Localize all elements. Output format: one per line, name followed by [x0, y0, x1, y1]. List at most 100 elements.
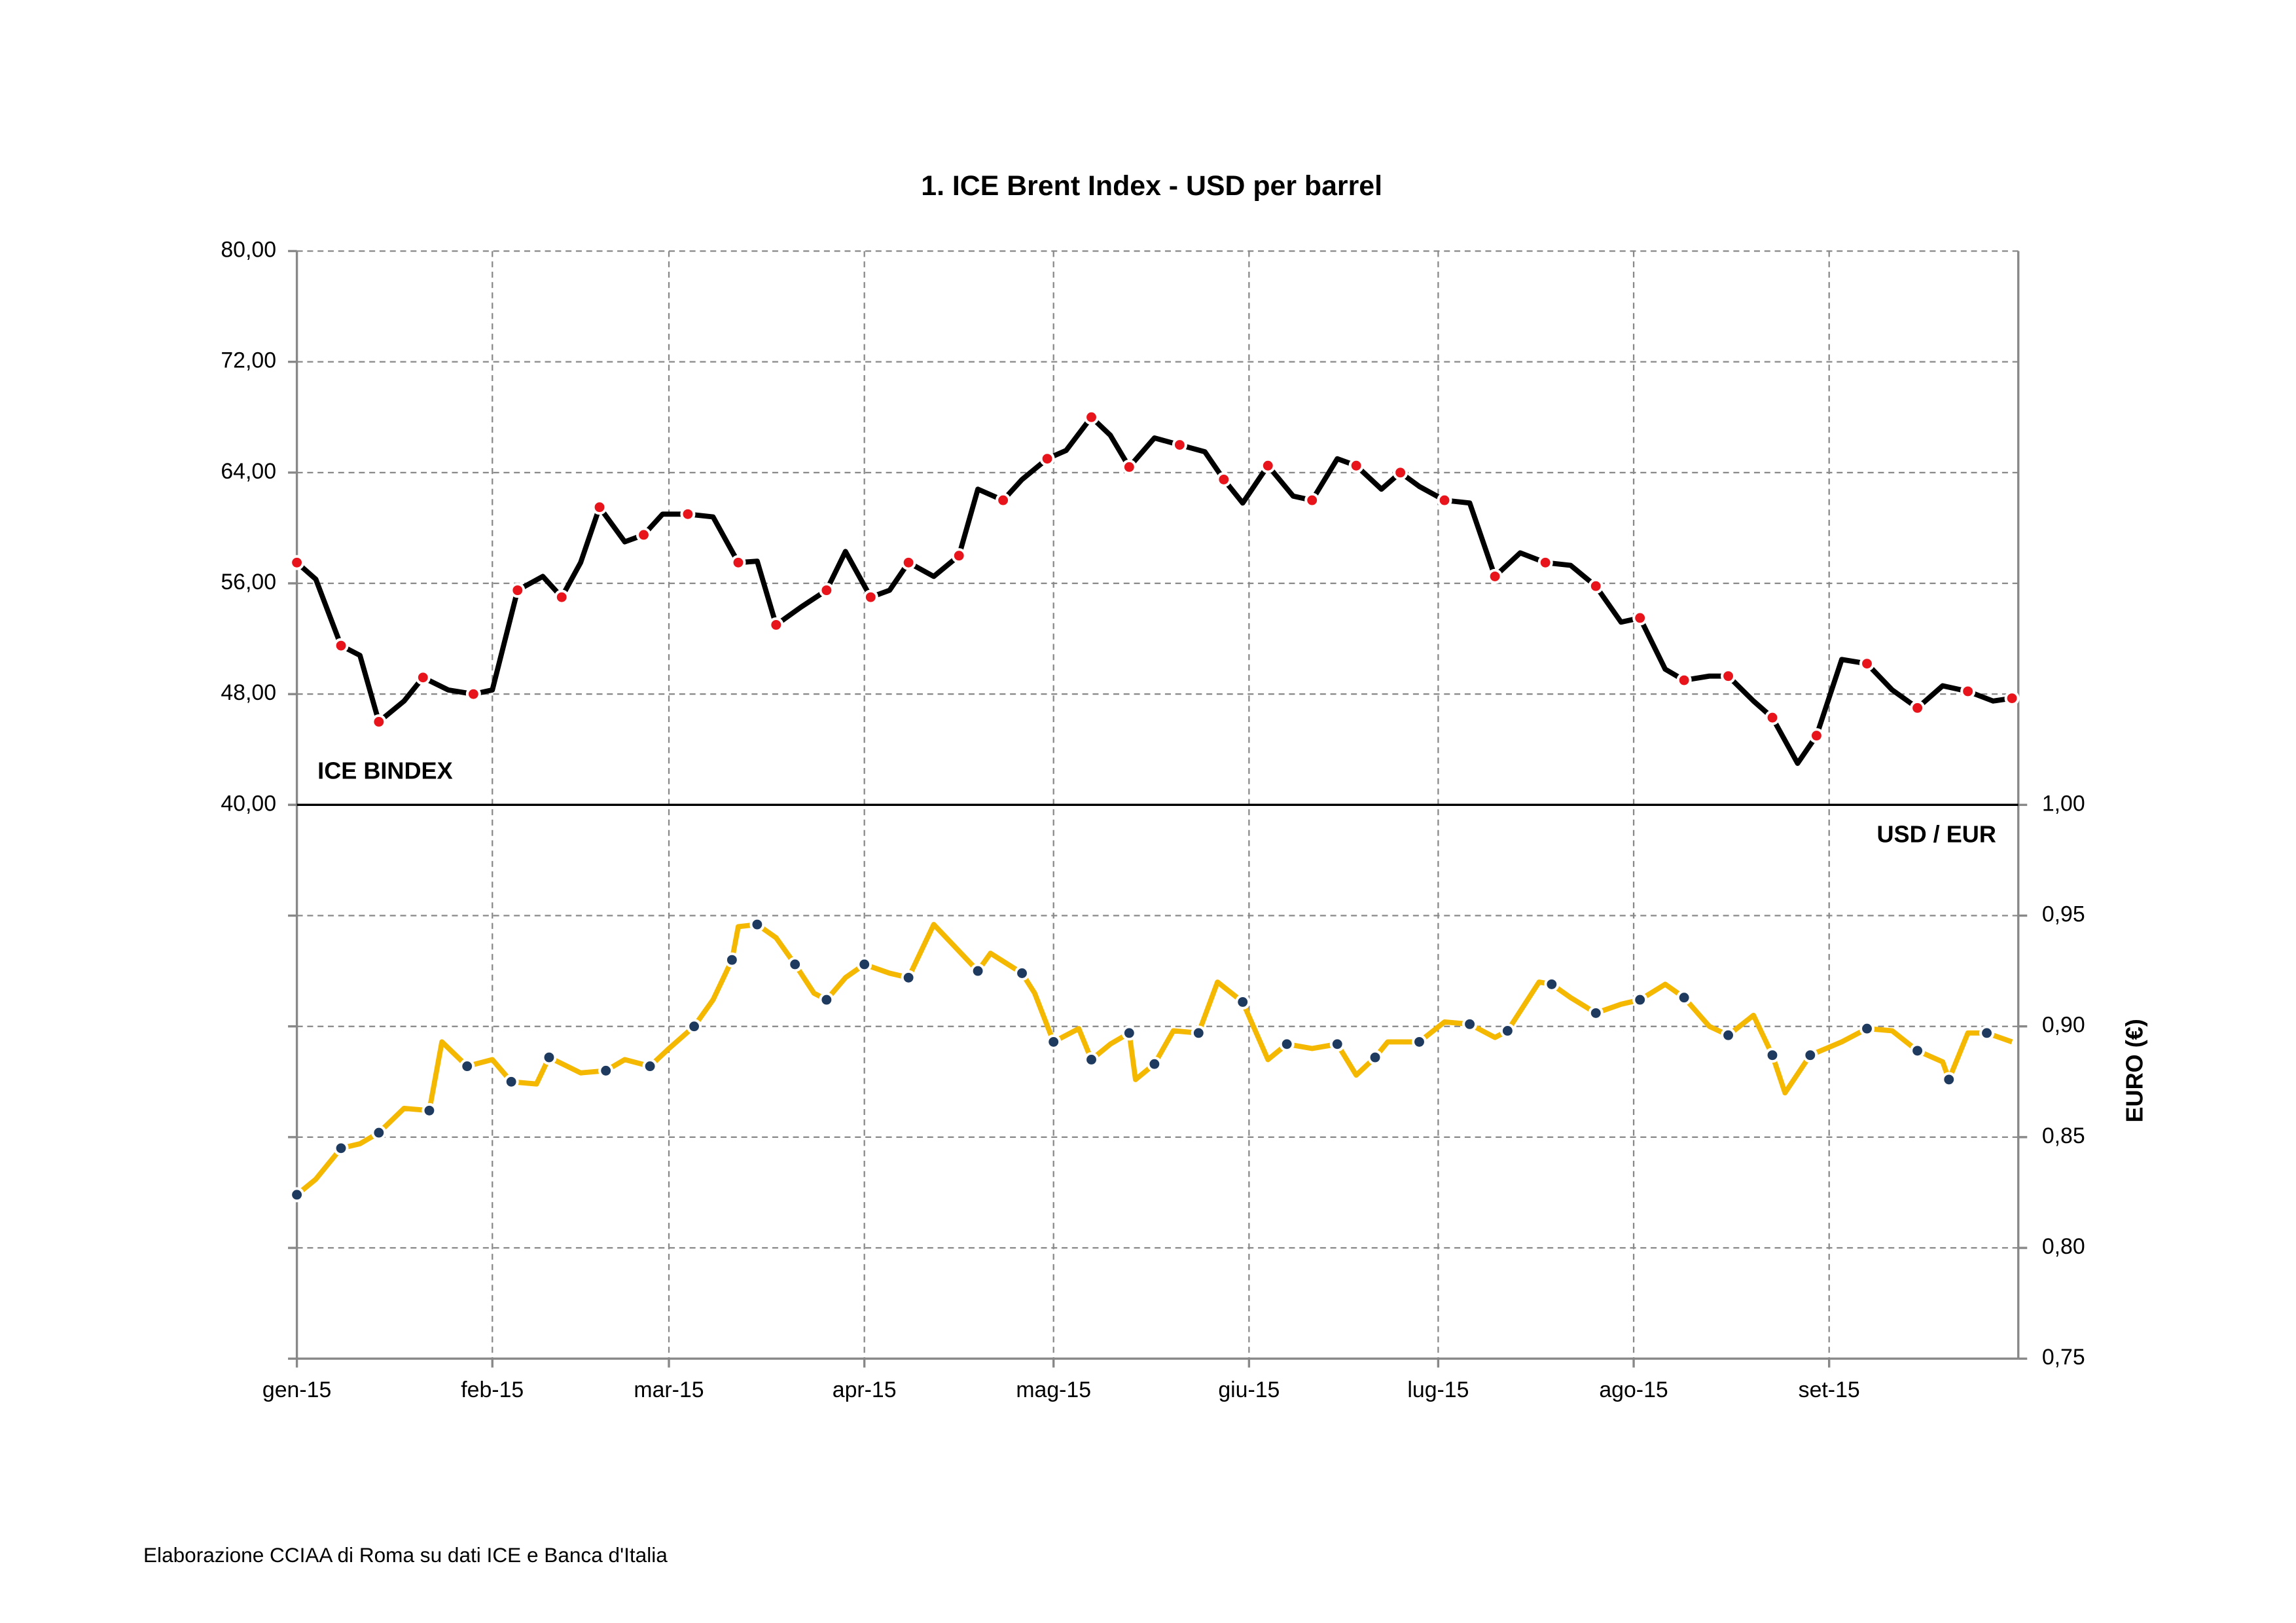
- x-tick-label: feb-15: [461, 1377, 524, 1402]
- data-point: [289, 555, 305, 570]
- data-point: [680, 506, 696, 522]
- data-point: [970, 963, 986, 979]
- data-point: [333, 1140, 349, 1156]
- data-point: [598, 1063, 614, 1078]
- data-point: [1235, 994, 1251, 1010]
- data-point: [503, 1074, 519, 1089]
- data-point: [1191, 1025, 1206, 1041]
- data-point: [1304, 492, 1320, 508]
- x-tick-label: giu-15: [1218, 1377, 1280, 1402]
- x-tick-label: lug-15: [1407, 1377, 1469, 1402]
- data-point: [1046, 1034, 1062, 1049]
- data-point: [1676, 672, 1692, 688]
- data-point: [1462, 1016, 1478, 1032]
- x-tick-label: apr-15: [833, 1377, 897, 1402]
- y2-axis-label: EURO (€): [2121, 1019, 2148, 1122]
- data-point: [1367, 1049, 1383, 1065]
- data-point: [687, 1019, 702, 1034]
- panel-label: ICE BINDEX: [317, 757, 452, 784]
- data-point: [951, 548, 967, 564]
- data-point: [1721, 1027, 1736, 1043]
- data-point: [554, 589, 569, 605]
- data-point: [1979, 1025, 1995, 1041]
- x-tick-label: mag-15: [1016, 1377, 1091, 1402]
- data-point: [819, 992, 834, 1008]
- data-point: [1910, 1043, 1926, 1059]
- data-point: [1632, 992, 1648, 1008]
- y-tick-label: 72,00: [221, 348, 276, 373]
- y2-tick-label: 0,90: [2042, 1013, 2085, 1038]
- data-point: [371, 1125, 387, 1140]
- data-point: [1411, 1034, 1427, 1049]
- y-tick-label: 64,00: [221, 459, 276, 484]
- y2-tick-label: 0,85: [2042, 1123, 2085, 1148]
- data-point: [996, 492, 1011, 508]
- data-point: [1083, 409, 1100, 425]
- panel-label: USD / EUR: [1876, 820, 1996, 847]
- data-point: [459, 1059, 475, 1074]
- data-point: [1083, 1051, 1100, 1067]
- data-point: [1803, 1048, 1818, 1063]
- data-line: [295, 922, 2013, 1197]
- data-point: [642, 1059, 658, 1074]
- data-point: [1499, 1023, 1515, 1038]
- data-point: [1859, 1021, 1875, 1036]
- data-point: [787, 957, 803, 972]
- data-point: [1121, 1025, 1137, 1041]
- data-point: [1632, 610, 1648, 626]
- data-point: [863, 589, 878, 605]
- data-point: [730, 555, 746, 570]
- data-point: [465, 686, 481, 702]
- data-point: [724, 952, 740, 968]
- y-tick-label: 40,00: [221, 791, 276, 816]
- data-point: [371, 714, 387, 729]
- data-point: [1910, 700, 1926, 716]
- data-point: [1859, 656, 1875, 672]
- data-point: [541, 1049, 557, 1065]
- chart-title: 1. ICE Brent Index - USD per barrel: [921, 170, 1382, 202]
- data-point: [1147, 1056, 1162, 1072]
- y-tick-label: 56,00: [221, 570, 276, 594]
- data-point: [1260, 458, 1276, 473]
- data-point: [1014, 965, 1030, 981]
- data-point: [1216, 471, 1232, 487]
- data-point: [1172, 437, 1187, 453]
- y2-tick-label: 0,95: [2042, 902, 2085, 926]
- y2-tick-label: 0,80: [2042, 1234, 2085, 1259]
- data-point: [636, 527, 651, 543]
- data-point: [1960, 684, 1976, 699]
- source-note: Elaborazione CCIAA di Roma su dati ICE e…: [143, 1543, 668, 1567]
- data-point: [1765, 710, 1780, 725]
- data-point: [592, 500, 607, 515]
- data-point: [1544, 976, 1560, 992]
- y-tick-label: 80,00: [221, 237, 276, 262]
- data-point: [2004, 691, 2020, 706]
- data-point: [749, 917, 765, 932]
- data-point: [1329, 1036, 1345, 1052]
- data-point: [1588, 1005, 1604, 1021]
- data-point: [1487, 568, 1503, 584]
- data-point: [333, 638, 349, 653]
- data-point: [289, 1187, 305, 1203]
- data-point: [768, 617, 784, 632]
- data-point: [901, 555, 916, 570]
- x-tick-label: ago-15: [1599, 1377, 1668, 1402]
- data-point: [1941, 1072, 1957, 1087]
- data-point: [1537, 555, 1553, 570]
- y2-tick-label: 0,75: [2042, 1345, 2085, 1370]
- data-point: [1121, 459, 1137, 475]
- y2-tick-label: 1,00: [2042, 791, 2085, 816]
- x-tick-label: gen-15: [262, 1377, 331, 1402]
- x-tick-label: mar-15: [634, 1377, 704, 1402]
- data-point: [422, 1103, 437, 1118]
- data-point: [415, 670, 431, 685]
- y-tick-label: 48,00: [221, 680, 276, 705]
- data-point: [901, 970, 916, 985]
- data-point: [857, 957, 872, 972]
- data-point: [1765, 1048, 1780, 1063]
- data-point: [1348, 458, 1364, 473]
- x-tick-label: set-15: [1799, 1377, 1860, 1402]
